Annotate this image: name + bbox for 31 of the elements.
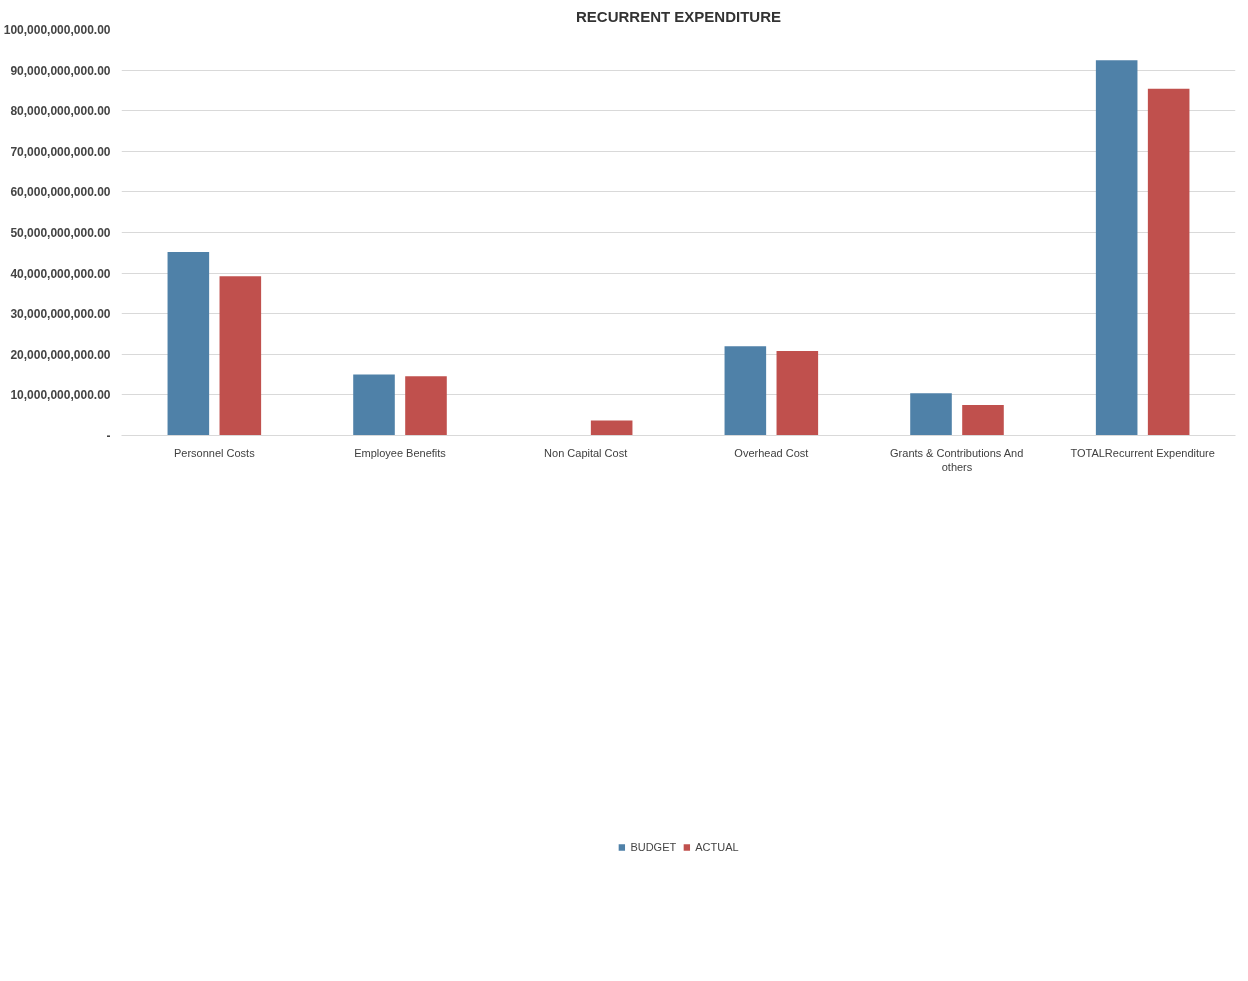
bar <box>167 251 210 436</box>
y-tick-label: 40,000,000,000.00 <box>10 266 111 281</box>
y-tick-label: 100,000,000,000.00 <box>3 23 111 37</box>
bar <box>1147 88 1190 436</box>
bar <box>962 405 1004 436</box>
y-tick-label: 30,000,000,000.00 <box>10 307 111 322</box>
y-tick-label: 60,000,000,000.00 <box>10 185 111 200</box>
y-tick-label: 70,000,000,000.00 <box>10 144 111 159</box>
legend-label: ACTUAL <box>695 841 739 853</box>
bar <box>405 376 447 436</box>
y-tick-label: 20,000,000,000.00 <box>10 347 111 362</box>
bar <box>776 351 819 436</box>
chart-title: RECURRENT EXPENDITURE <box>575 7 782 25</box>
bar <box>910 393 952 436</box>
bar <box>724 346 767 436</box>
y-tick-label: 90,000,000,000.00 <box>10 63 111 78</box>
bar <box>590 420 633 436</box>
x-tick-label: Overhead Cost <box>734 446 809 459</box>
y-tick-label: - <box>106 429 111 443</box>
y-tick-label: 10,000,000,000.00 <box>10 388 111 403</box>
bar <box>353 374 395 436</box>
x-tick-label: Grants & Contributions And others <box>890 446 1024 473</box>
legend-label: BUDGET <box>630 841 677 853</box>
y-tick-label: 50,000,000,000.00 <box>10 226 111 240</box>
bar <box>219 276 262 436</box>
bar <box>1095 60 1138 436</box>
x-tick-label: TOTALRecurrent Expenditure <box>1070 446 1215 459</box>
y-tick-label: 80,000,000,000.00 <box>10 104 111 119</box>
x-tick-label: Personnel Costs <box>173 446 256 459</box>
x-tick-label: Non Capital Cost <box>544 446 628 459</box>
x-tick-label: Employee Benefits <box>354 446 447 459</box>
